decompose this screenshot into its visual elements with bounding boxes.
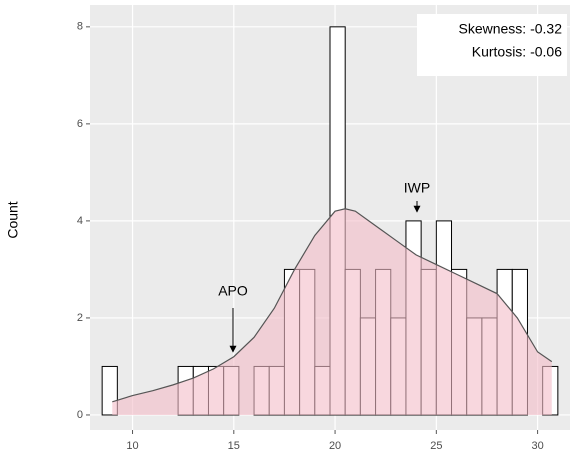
annotation: APO: [218, 283, 248, 299]
y-tick-label: 6: [77, 118, 83, 130]
y-tick-label: 0: [77, 409, 83, 421]
y-tick-label: 8: [77, 21, 83, 33]
stats-text: Kurtosis: -0.06: [472, 44, 562, 60]
x-tick-label: 20: [329, 440, 341, 452]
y-axis-label: Count: [5, 201, 21, 238]
x-tick-label: 15: [228, 440, 240, 452]
density-line: [112, 208, 553, 403]
stats-text: Skewness: -0.32: [459, 21, 563, 37]
annotation: IWP: [404, 180, 430, 196]
x-tick-label: 30: [531, 440, 543, 452]
y-tick-label: 2: [77, 312, 83, 324]
x-tick-label: 10: [126, 440, 138, 452]
density-area: [112, 208, 552, 415]
stats-box: [417, 14, 567, 76]
y-tick-label: 4: [77, 215, 83, 227]
x-tick-label: 25: [430, 440, 442, 452]
